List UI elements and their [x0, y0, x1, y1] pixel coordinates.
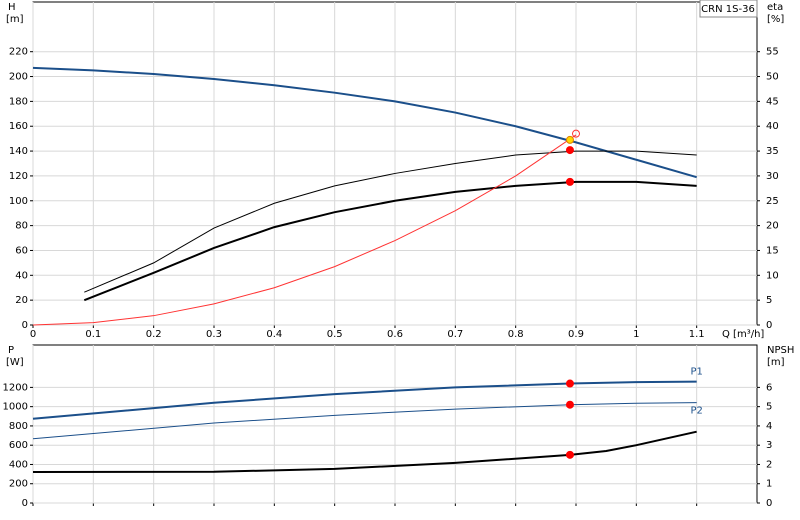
duty-point: [565, 177, 574, 186]
y2-tick-label: 55: [766, 47, 779, 58]
y-tick-label: 80: [15, 221, 28, 232]
duty-point: [565, 400, 574, 409]
x-tick-label: 1.1: [689, 329, 705, 340]
series-line: [83, 180, 697, 302]
y-tick-label: 40: [15, 270, 28, 281]
y-tick-label: 120: [9, 171, 28, 182]
y2-tick-label: 0: [766, 498, 772, 509]
duty-point: [565, 450, 574, 459]
y2-tick-label: 5: [766, 295, 772, 306]
y2-tick-label: 2: [766, 459, 772, 470]
duty-point: [572, 129, 580, 138]
y-tick-label: 160: [9, 121, 28, 132]
duty-point: [565, 135, 574, 144]
y2-tick-label: 20: [766, 221, 779, 232]
y-tick-label: 0: [22, 498, 28, 509]
series-label: P1: [690, 367, 702, 378]
y2-tick-label: 10: [766, 270, 779, 281]
series-line: [32, 402, 697, 440]
x-tick-label: 0.5: [327, 329, 343, 340]
x-tick-label: 0.7: [447, 329, 463, 340]
x-tick-label: 0.1: [85, 329, 101, 340]
y-tick-label: 400: [9, 459, 28, 470]
y-tick-label: 0: [22, 320, 28, 331]
y-tick-label: 1000: [3, 402, 28, 413]
y2-tick-label: 40: [766, 121, 779, 132]
y-axis-unit: [m]: [6, 14, 24, 25]
y-tick-label: 60: [15, 245, 28, 256]
x-tick-label: 1: [633, 329, 639, 340]
x-tick-label: 0: [30, 329, 36, 340]
y-tick-label: 200: [9, 479, 28, 490]
x-tick-label: 0.3: [206, 329, 222, 340]
x-axis-label: Q [m³/h]: [722, 329, 764, 340]
y2-tick-label: 1: [766, 479, 772, 490]
series-line: [84, 150, 697, 293]
y-tick-label: 180: [9, 96, 28, 107]
duty-point: [565, 379, 574, 388]
y2-axis-unit: [m]: [767, 357, 785, 368]
y2-tick-label: 3: [766, 440, 772, 451]
x-tick-label: 0.9: [568, 329, 584, 340]
y2-tick-label: 4: [766, 421, 772, 432]
y2-tick-label: 6: [766, 382, 772, 393]
x-tick-label: 0.2: [146, 329, 162, 340]
chart-label: CRN 1S-36: [701, 4, 755, 15]
y2-tick-label: 30: [766, 171, 779, 182]
y-tick-label: 100: [9, 196, 28, 207]
y-axis-unit: [W]: [6, 357, 24, 368]
y-tick-label: 140: [9, 146, 28, 157]
x-tick-label: 0.6: [387, 329, 403, 340]
y-tick-label: 200: [9, 72, 28, 83]
y-tick-label: 220: [9, 47, 28, 58]
y2-axis-label: NPSH: [767, 345, 794, 356]
y2-tick-label: 0: [766, 320, 772, 331]
y-tick-label: 1200: [3, 382, 28, 393]
y-tick-label: 800: [9, 421, 28, 432]
label-box: [699, 0, 758, 18]
series-line: [32, 134, 577, 326]
duty-point: [565, 146, 574, 155]
y-axis-label: H: [8, 2, 16, 13]
series-label: P2: [690, 406, 702, 417]
y-tick-label: 20: [15, 295, 28, 306]
y-tick-label: 600: [9, 440, 28, 451]
series-line: [32, 66, 697, 179]
x-tick-label: 0.4: [266, 329, 282, 340]
y2-tick-label: 35: [766, 146, 779, 157]
y2-axis-unit: [%]: [767, 14, 784, 25]
y2-axis-label: eta: [767, 2, 783, 13]
y2-tick-label: 25: [766, 196, 779, 207]
y2-tick-label: 45: [766, 96, 779, 107]
series-line: [32, 430, 697, 473]
y2-tick-label: 50: [766, 72, 779, 83]
y2-tick-label: 5: [766, 402, 772, 413]
y2-tick-label: 15: [766, 245, 779, 256]
y-axis-label: P: [8, 345, 14, 356]
x-tick-label: 0.8: [508, 329, 524, 340]
series-line: [32, 380, 697, 420]
